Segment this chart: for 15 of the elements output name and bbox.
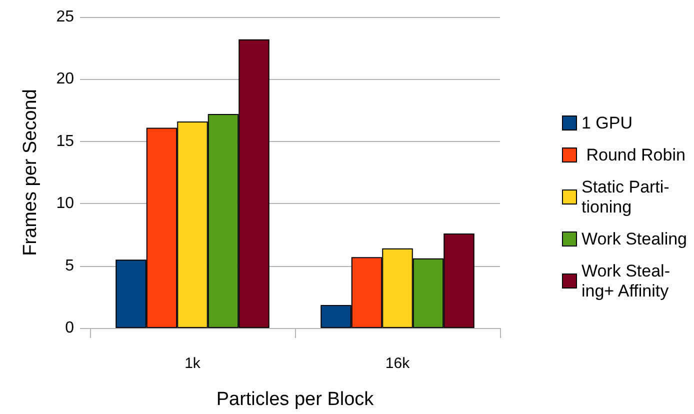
x-tick-label: 1k xyxy=(184,355,201,372)
legend-label: Work Steal- ing+ Affinity xyxy=(581,262,670,300)
legend-label: Work Stealing xyxy=(581,230,688,248)
legend-label: Round Robin xyxy=(581,146,686,164)
y-axis-title: Frames per Second xyxy=(20,89,41,256)
y-tick-label: 0 xyxy=(65,320,74,336)
x-axis-title: Particles per Block xyxy=(216,389,374,410)
y-tick-label: 5 xyxy=(65,257,74,274)
legend-label: Static Parti- tioning xyxy=(581,178,670,216)
y-tick-label: 20 xyxy=(56,70,74,88)
y-tick-label: 10 xyxy=(56,195,74,212)
x-tick-label: 16k xyxy=(385,355,410,372)
legend-label: 1 GPU xyxy=(581,114,633,132)
y-tick-label: 25 xyxy=(56,8,74,26)
y-tick-label: 15 xyxy=(56,132,74,150)
